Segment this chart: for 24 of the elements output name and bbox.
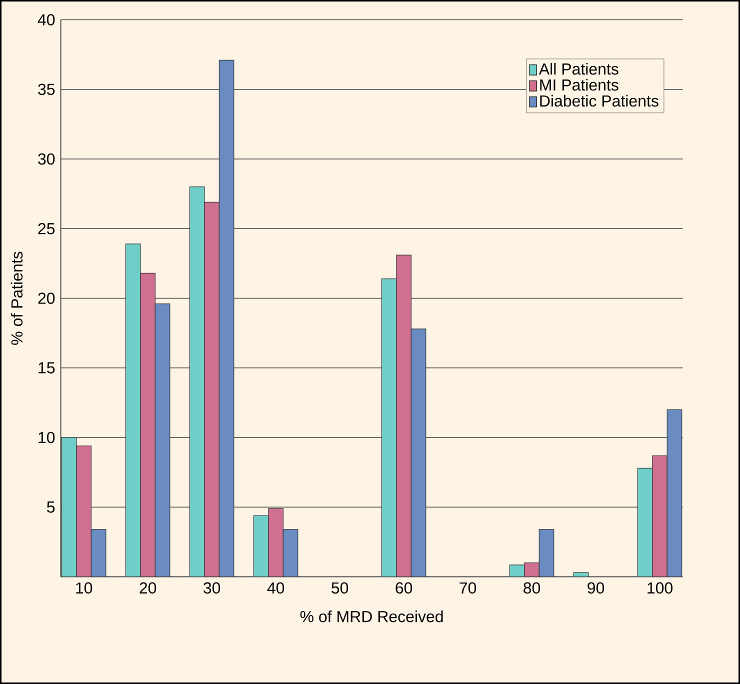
x-tick-label: 50 xyxy=(332,582,348,594)
y-tick-label: 20 xyxy=(38,292,55,304)
legend-label: Diabetic Patients xyxy=(540,94,658,107)
y-tick-label: 15 xyxy=(38,362,55,374)
x-tick-label: 100 xyxy=(648,582,672,594)
x-tick-label: 90 xyxy=(588,582,604,594)
x-tick-label: 40 xyxy=(267,582,284,594)
y-tick-label: 5 xyxy=(47,502,55,513)
y-tick-label: 35 xyxy=(38,84,55,96)
bar xyxy=(573,572,589,578)
x-axis-title: % of MRD Received xyxy=(300,610,443,622)
legend-label: All Patients xyxy=(538,62,618,75)
x-tick-label: 10 xyxy=(76,582,92,594)
x-tick-label: 70 xyxy=(460,582,476,594)
x-tick-label: 60 xyxy=(396,582,412,594)
x-tick-label: 20 xyxy=(140,582,156,594)
x-tick-label: 30 xyxy=(204,582,220,594)
y-tick-label: 30 xyxy=(38,153,55,165)
y-tick-label: 25 xyxy=(38,222,55,234)
y-tick-label: 10 xyxy=(38,432,55,444)
legend-label: MI Patients xyxy=(540,78,618,91)
y-tick-label: 40 xyxy=(38,14,55,26)
x-tick-label: 80 xyxy=(524,582,540,594)
y-axis-title: % of Patients xyxy=(10,252,23,345)
